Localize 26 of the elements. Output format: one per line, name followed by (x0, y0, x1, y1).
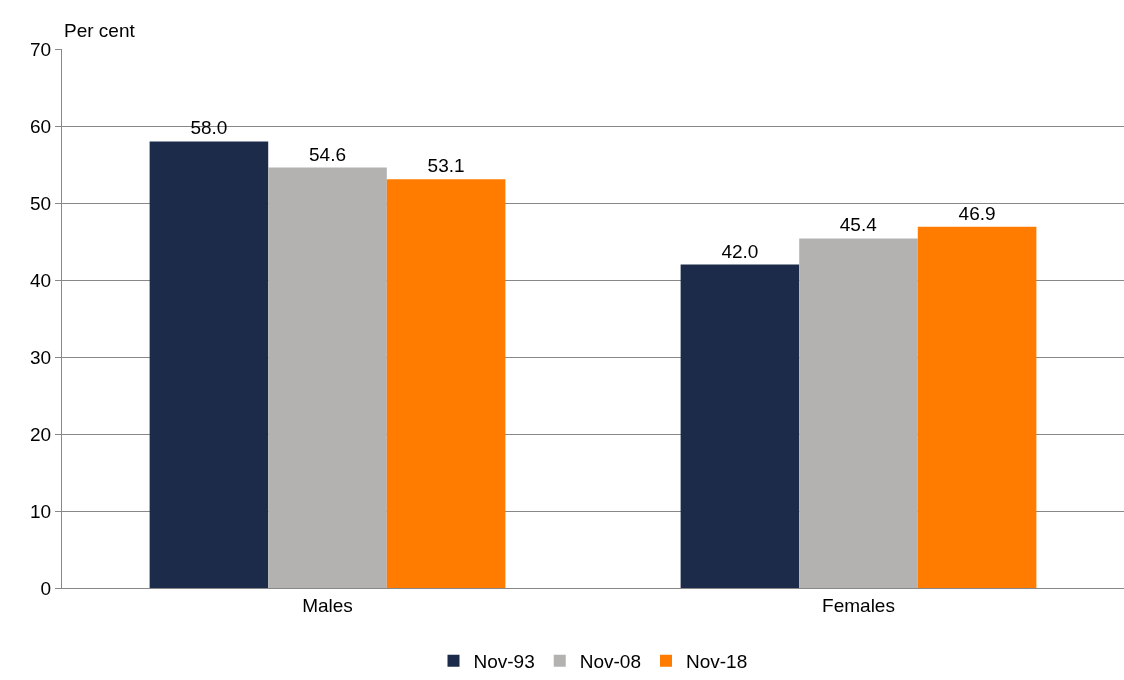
data-label: 58.0 (190, 117, 228, 139)
y-tick-label: 20 (30, 423, 52, 445)
bar (680, 264, 800, 588)
y-tick-label: 0 (40, 577, 52, 599)
data-label: 45.4 (839, 214, 878, 236)
x-tick-label: Males (302, 594, 353, 616)
legend-label: Nov-08 (579, 651, 641, 673)
y-tick-label: 60 (30, 115, 52, 137)
data-label: 46.9 (958, 202, 996, 224)
bar (386, 179, 506, 588)
data-label: 53.1 (427, 155, 465, 177)
legend-label: Nov-93 (473, 651, 535, 673)
y-axis-title: Per cent (64, 20, 136, 41)
bar (149, 141, 269, 588)
bar (799, 238, 918, 588)
bar (268, 167, 387, 588)
data-label: 54.6 (309, 143, 346, 165)
x-tick-label: Females (822, 594, 895, 616)
bar (917, 226, 1037, 588)
y-tick-label: 40 (30, 269, 52, 291)
data-label: 42.0 (721, 240, 759, 262)
y-tick-label: 10 (30, 500, 52, 522)
legend-label: Nov-18 (686, 651, 748, 673)
y-tick-label: 30 (30, 346, 52, 368)
y-tick-label: 70 (30, 38, 52, 60)
y-tick-label: 50 (30, 192, 52, 214)
